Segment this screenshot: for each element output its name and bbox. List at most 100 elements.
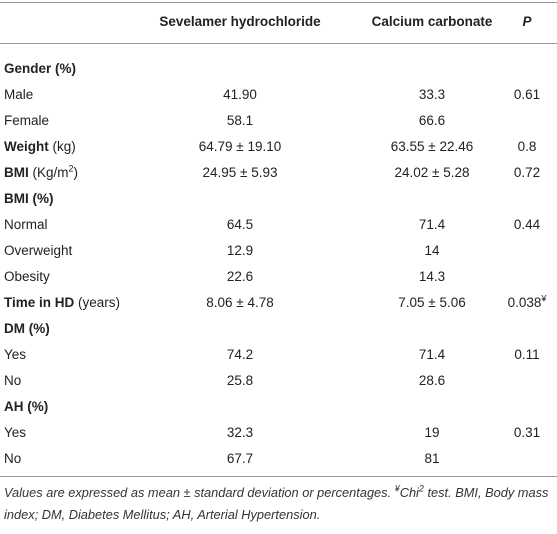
cell-value: 24.95 ± 5.93 [203, 163, 278, 183]
row-label: Male [4, 85, 33, 105]
cell-text: 0.038 [507, 295, 542, 310]
row-label-text: Weight [4, 139, 49, 154]
footnote-sup: 2 [418, 483, 424, 494]
row-label: Obesity [4, 267, 50, 287]
cell-sup: ¥ [541, 293, 547, 304]
row-label: BMI (Kg/m2) [4, 163, 78, 183]
row-label-text: Overweight [4, 243, 73, 258]
row-label-text: Male [4, 87, 34, 102]
row-label-text: Obesity [4, 269, 50, 284]
cell-value: 0.44 [514, 215, 540, 235]
row-unit: (Kg/m [28, 165, 69, 180]
footnote-text: Values are expressed as mean ± standard … [4, 485, 395, 500]
row-label: Time in HD (years) [4, 293, 120, 313]
row-label: Gender (%) [4, 59, 76, 79]
cell-value: 0.038¥ [508, 293, 547, 313]
row-label: AH (%) [4, 397, 48, 417]
cell-value: 41.90 [223, 85, 257, 105]
cell-text: 0.11 [514, 347, 540, 362]
cell-value: 28.6 [419, 371, 445, 391]
cell-text: 33.3 [418, 87, 446, 102]
cell-text: 19 [424, 425, 440, 440]
cell-value: 0.61 [514, 85, 540, 105]
cell-text: 74.2 [226, 347, 254, 362]
row-label-text: Time in HD [4, 295, 75, 310]
row-unit: (years) [74, 295, 121, 310]
cell-text: 14.3 [418, 269, 446, 284]
cell-text: 0.61 [513, 87, 541, 102]
cell-value: 12.9 [227, 241, 253, 261]
cell-text: 8.06 ± 4.78 [206, 295, 274, 310]
row-label: Female [4, 111, 49, 131]
cell-value: 0.72 [514, 163, 540, 183]
row-label-text: No [4, 451, 22, 466]
row-label: DM (%) [4, 319, 50, 339]
row-unit-sup: 2 [68, 163, 74, 174]
cell-text: 58.1 [226, 113, 254, 128]
cell-text: 71.4 [418, 217, 446, 232]
footnote: Values are expressed as mean ± standard … [4, 482, 554, 526]
cell-value: 81 [424, 449, 439, 469]
footnote-text: Chi [399, 485, 419, 500]
cell-value: 0.8 [518, 137, 537, 157]
cell-value: 66.6 [419, 111, 445, 131]
cell-text: 12.9 [226, 243, 254, 258]
row-label: BMI (%) [4, 189, 54, 209]
cell-text: 66.6 [418, 113, 446, 128]
row-unit: (kg) [48, 139, 76, 154]
cell-value: 8.06 ± 4.78 [206, 293, 273, 313]
cell-text: 32.3 [226, 425, 254, 440]
cell-value: 71.4 [419, 345, 445, 365]
cell-text: 25.8 [226, 373, 254, 388]
row-label: No [4, 371, 21, 391]
bottom-rule [0, 476, 557, 477]
cell-value: 58.1 [227, 111, 253, 131]
cell-value: 33.3 [419, 85, 445, 105]
footnote-text: test. BMI, Body mass index; DM, Diabetes… [4, 485, 549, 522]
cell-value: 67.7 [227, 449, 253, 469]
row-label-text: BMI [4, 165, 29, 180]
cell-value: 63.55 ± 22.46 [391, 137, 473, 157]
cell-value: 14 [424, 241, 439, 261]
cell-value: 25.8 [227, 371, 253, 391]
cell-text: 0.31 [513, 425, 541, 440]
cell-text: 71.4 [418, 347, 446, 362]
cell-text: 63.55 ± 22.46 [390, 139, 474, 154]
cell-text: 81 [424, 451, 440, 466]
header-rule [0, 43, 557, 44]
row-label-text: Yes [4, 347, 27, 362]
cell-text: 7.05 ± 5.06 [398, 295, 466, 310]
row-label-text: DM (%) [4, 321, 50, 336]
cell-value: 22.6 [227, 267, 253, 287]
cell-text: 0.72 [513, 165, 541, 180]
row-unit: ) [73, 165, 79, 180]
cell-text: 24.95 ± 5.93 [202, 165, 278, 180]
cell-text: 22.6 [226, 269, 254, 284]
cell-text: 64.5 [226, 217, 254, 232]
row-label-text: Female [4, 113, 50, 128]
cell-value: 64.5 [227, 215, 253, 235]
row-label-text: BMI (%) [4, 191, 54, 206]
row-label-text: No [4, 373, 22, 388]
top-rule [0, 2, 557, 3]
row-label: Normal [4, 215, 48, 235]
cell-value: 7.05 ± 5.06 [398, 293, 465, 313]
cell-value: 0.31 [514, 423, 540, 443]
row-label-text: Gender (%) [4, 61, 77, 76]
cell-text: 14 [424, 243, 440, 258]
cell-text: 28.6 [418, 373, 446, 388]
cell-value: 74.2 [227, 345, 253, 365]
row-label: Weight (kg) [4, 137, 76, 157]
cell-value: 32.3 [227, 423, 253, 443]
cell-text: 41.90 [223, 87, 257, 102]
row-label: Yes [4, 345, 26, 365]
row-label-text: AH (%) [4, 399, 49, 414]
cell-value: 24.02 ± 5.28 [395, 163, 470, 183]
cell-value: 64.79 ± 19.10 [199, 137, 281, 157]
cell-text: 67.7 [226, 451, 254, 466]
cell-value: 71.4 [419, 215, 445, 235]
cell-value: 14.3 [419, 267, 445, 287]
column-header: Calcium carbonate [371, 14, 493, 29]
row-label-text: Normal [4, 217, 48, 232]
